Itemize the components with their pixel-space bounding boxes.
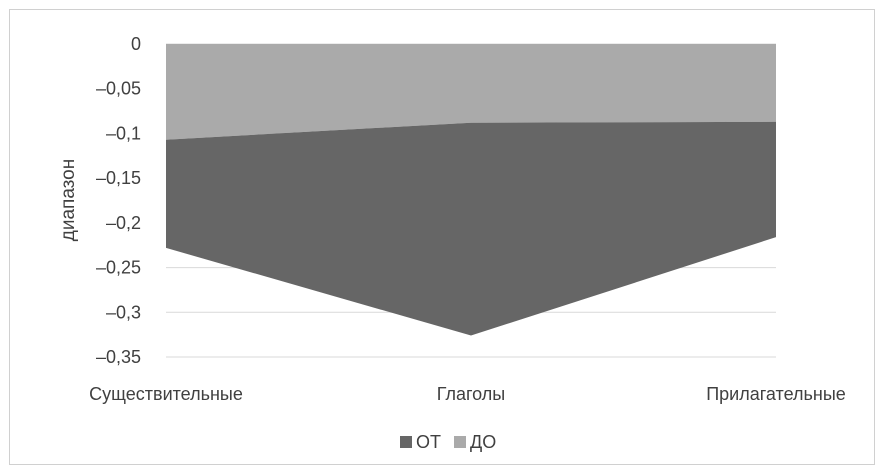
area-series-do [166, 44, 776, 140]
x-axis-ticks: Существительные Глаголы Прилагательные [89, 384, 846, 404]
y-tick-label-6: –0,3 [106, 302, 141, 322]
area-series-ot [166, 121, 776, 336]
legend-label-0: ОТ [416, 432, 441, 452]
legend: ОТ ДО [400, 432, 496, 452]
y-axis-title: диапазон [58, 159, 79, 241]
legend-label-1: ДО [470, 432, 496, 452]
y-tick-label-4: –0,2 [106, 213, 141, 233]
series-areas [166, 44, 776, 336]
x-tick-label-1: Глаголы [437, 384, 505, 404]
x-tick-label-0: Существительные [89, 384, 243, 404]
y-axis-ticks: 0 –0,05 –0,1 –0,15 –0,2 –0,25 –0,3 –0,35 [96, 34, 141, 367]
y-tick-label-2: –0,1 [106, 123, 141, 143]
y-tick-label-1: –0,05 [96, 79, 141, 99]
y-tick-label-7: –0,35 [96, 347, 141, 367]
x-tick-label-2: Прилагательные [706, 384, 846, 404]
y-tick-label-5: –0,25 [96, 258, 141, 278]
legend-swatch-0 [400, 436, 412, 448]
y-tick-label-0: 0 [131, 34, 141, 54]
legend-swatch-1 [454, 436, 466, 448]
y-tick-label-3: –0,15 [96, 168, 141, 188]
